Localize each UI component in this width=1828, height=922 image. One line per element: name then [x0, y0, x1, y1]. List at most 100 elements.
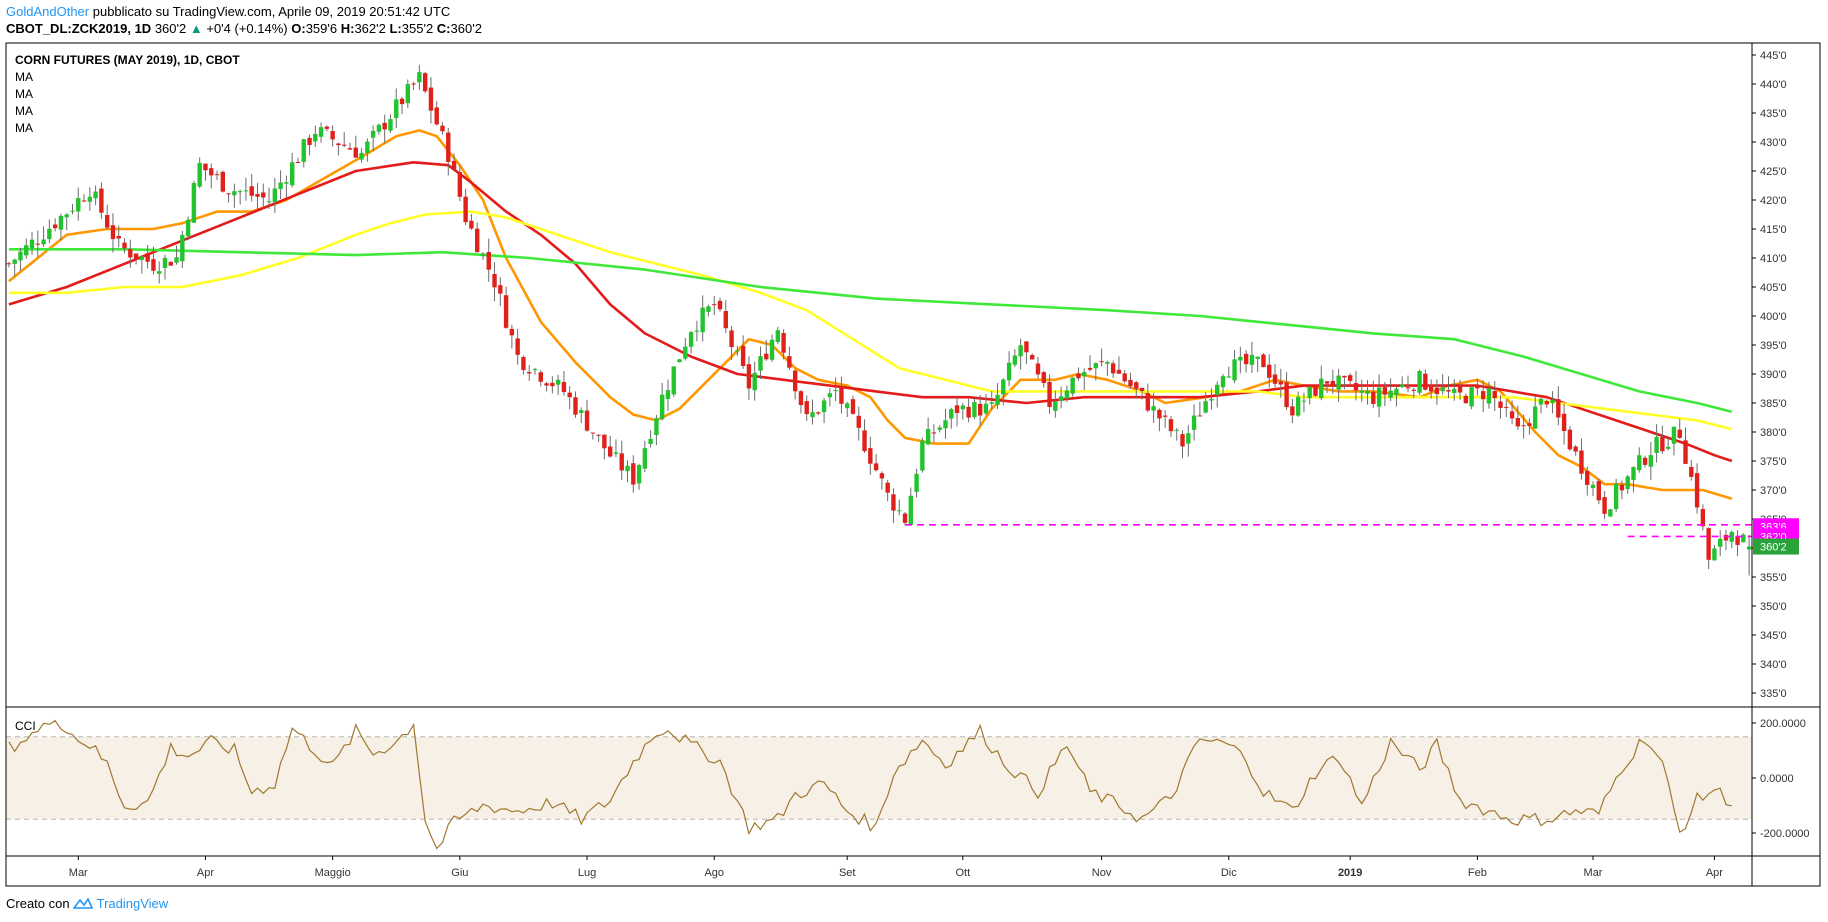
candle-body — [804, 401, 809, 415]
candle — [555, 374, 561, 395]
candle-body — [792, 370, 798, 392]
candle — [185, 216, 191, 241]
candle — [1267, 354, 1272, 388]
candle-body — [145, 253, 150, 262]
price-tick-label: 400'0 — [1760, 311, 1787, 323]
symbol-header: CBOT_DL:ZCK2019, 1D 360'2 ▲ +0'4 (+0.14%… — [6, 21, 482, 36]
candle — [6, 261, 12, 268]
candle-body — [683, 346, 688, 359]
candle — [1203, 392, 1208, 414]
candle-body — [688, 332, 694, 347]
candle-body — [1735, 536, 1740, 545]
candle-body — [1076, 373, 1081, 379]
candle-body — [1590, 484, 1596, 489]
author-link[interactable]: GoldAndOther — [6, 4, 90, 19]
candle — [636, 463, 642, 490]
cci-tick-label: 200.0000 — [1760, 718, 1806, 730]
candle-body — [1706, 528, 1711, 560]
candle — [1527, 418, 1532, 435]
candle — [58, 213, 64, 241]
candle-body — [93, 191, 98, 199]
candle — [1030, 353, 1035, 360]
candle — [607, 435, 613, 458]
candle — [1365, 379, 1370, 405]
candle-body — [908, 495, 913, 525]
candle — [1064, 385, 1070, 402]
time-tick-label: Giu — [451, 867, 468, 879]
candle-body — [902, 513, 908, 523]
candle — [1665, 437, 1671, 451]
candle-body — [41, 239, 46, 245]
candle-body — [76, 198, 81, 212]
candle — [706, 304, 711, 317]
candle — [920, 437, 925, 473]
price-tick-label: 410'0 — [1760, 253, 1787, 265]
candle-body — [1197, 415, 1203, 417]
price-tick-label: 440'0 — [1760, 79, 1787, 91]
candle — [1209, 388, 1214, 410]
candle-body — [116, 235, 121, 239]
candle — [873, 453, 879, 472]
candle-body — [185, 219, 191, 237]
candle-body — [104, 215, 110, 228]
candle-body — [636, 465, 642, 484]
high-label: H: — [340, 21, 355, 36]
candle-body — [1613, 483, 1619, 510]
chart-background — [6, 43, 1752, 856]
price-axis[interactable]: 445'0 440'0 435'0 430'0 425'0 420'0 415'0 410'0… — [1752, 50, 1787, 700]
candle-body — [1255, 356, 1260, 360]
candle — [428, 77, 434, 124]
candle-body — [289, 162, 295, 186]
candle — [1498, 395, 1503, 419]
candle-body — [220, 171, 226, 192]
candle — [654, 414, 659, 446]
candle — [1186, 425, 1191, 457]
candle-body — [1394, 388, 1399, 395]
candle — [157, 261, 162, 284]
candle — [70, 204, 75, 215]
price-tick-label: 405'0 — [1760, 282, 1787, 294]
candle — [775, 326, 781, 345]
candle — [1642, 455, 1648, 468]
candle — [1168, 416, 1174, 438]
tradingview-brand-link[interactable]: TradingView — [96, 896, 169, 911]
candlesticks — [6, 64, 1752, 576]
candle — [1047, 374, 1052, 414]
candle-body — [440, 125, 445, 132]
price-tick-label: 335'0 — [1760, 688, 1787, 700]
candle — [1544, 399, 1549, 409]
candle — [1423, 369, 1428, 391]
candle-body — [1550, 399, 1555, 404]
candle-body — [1382, 387, 1388, 395]
candle — [174, 245, 179, 265]
candle — [579, 407, 584, 424]
candle — [261, 183, 266, 210]
close-label: C: — [436, 21, 451, 36]
candle — [47, 219, 52, 243]
candle — [1417, 369, 1422, 395]
support-lines — [905, 523, 1752, 538]
cci-band-fill — [6, 736, 1752, 820]
candle-body — [995, 394, 1000, 405]
candle-body — [492, 274, 497, 288]
price-tick-label: 345'0 — [1760, 630, 1787, 642]
candle-body — [1405, 387, 1411, 389]
candle-body — [1637, 455, 1642, 471]
candle — [1689, 460, 1694, 481]
candle — [1110, 360, 1116, 378]
candle — [1053, 390, 1058, 418]
candle — [1376, 374, 1382, 418]
candle — [64, 213, 69, 231]
candle — [1515, 405, 1521, 430]
legend-item: MA — [15, 87, 33, 101]
close-value: 360'2 — [450, 21, 482, 36]
candle-body — [52, 224, 58, 229]
candle-body — [87, 196, 93, 202]
candle-body — [665, 390, 671, 399]
candle-body — [214, 174, 220, 176]
candle-body — [1324, 381, 1330, 384]
ma-line-4 — [8, 248, 1733, 413]
time-axis[interactable]: Mar Apr Maggio Giu Lug Ago Set Ott Nov Dic 2019 Feb… — [69, 856, 1724, 879]
candle-body — [382, 122, 387, 130]
